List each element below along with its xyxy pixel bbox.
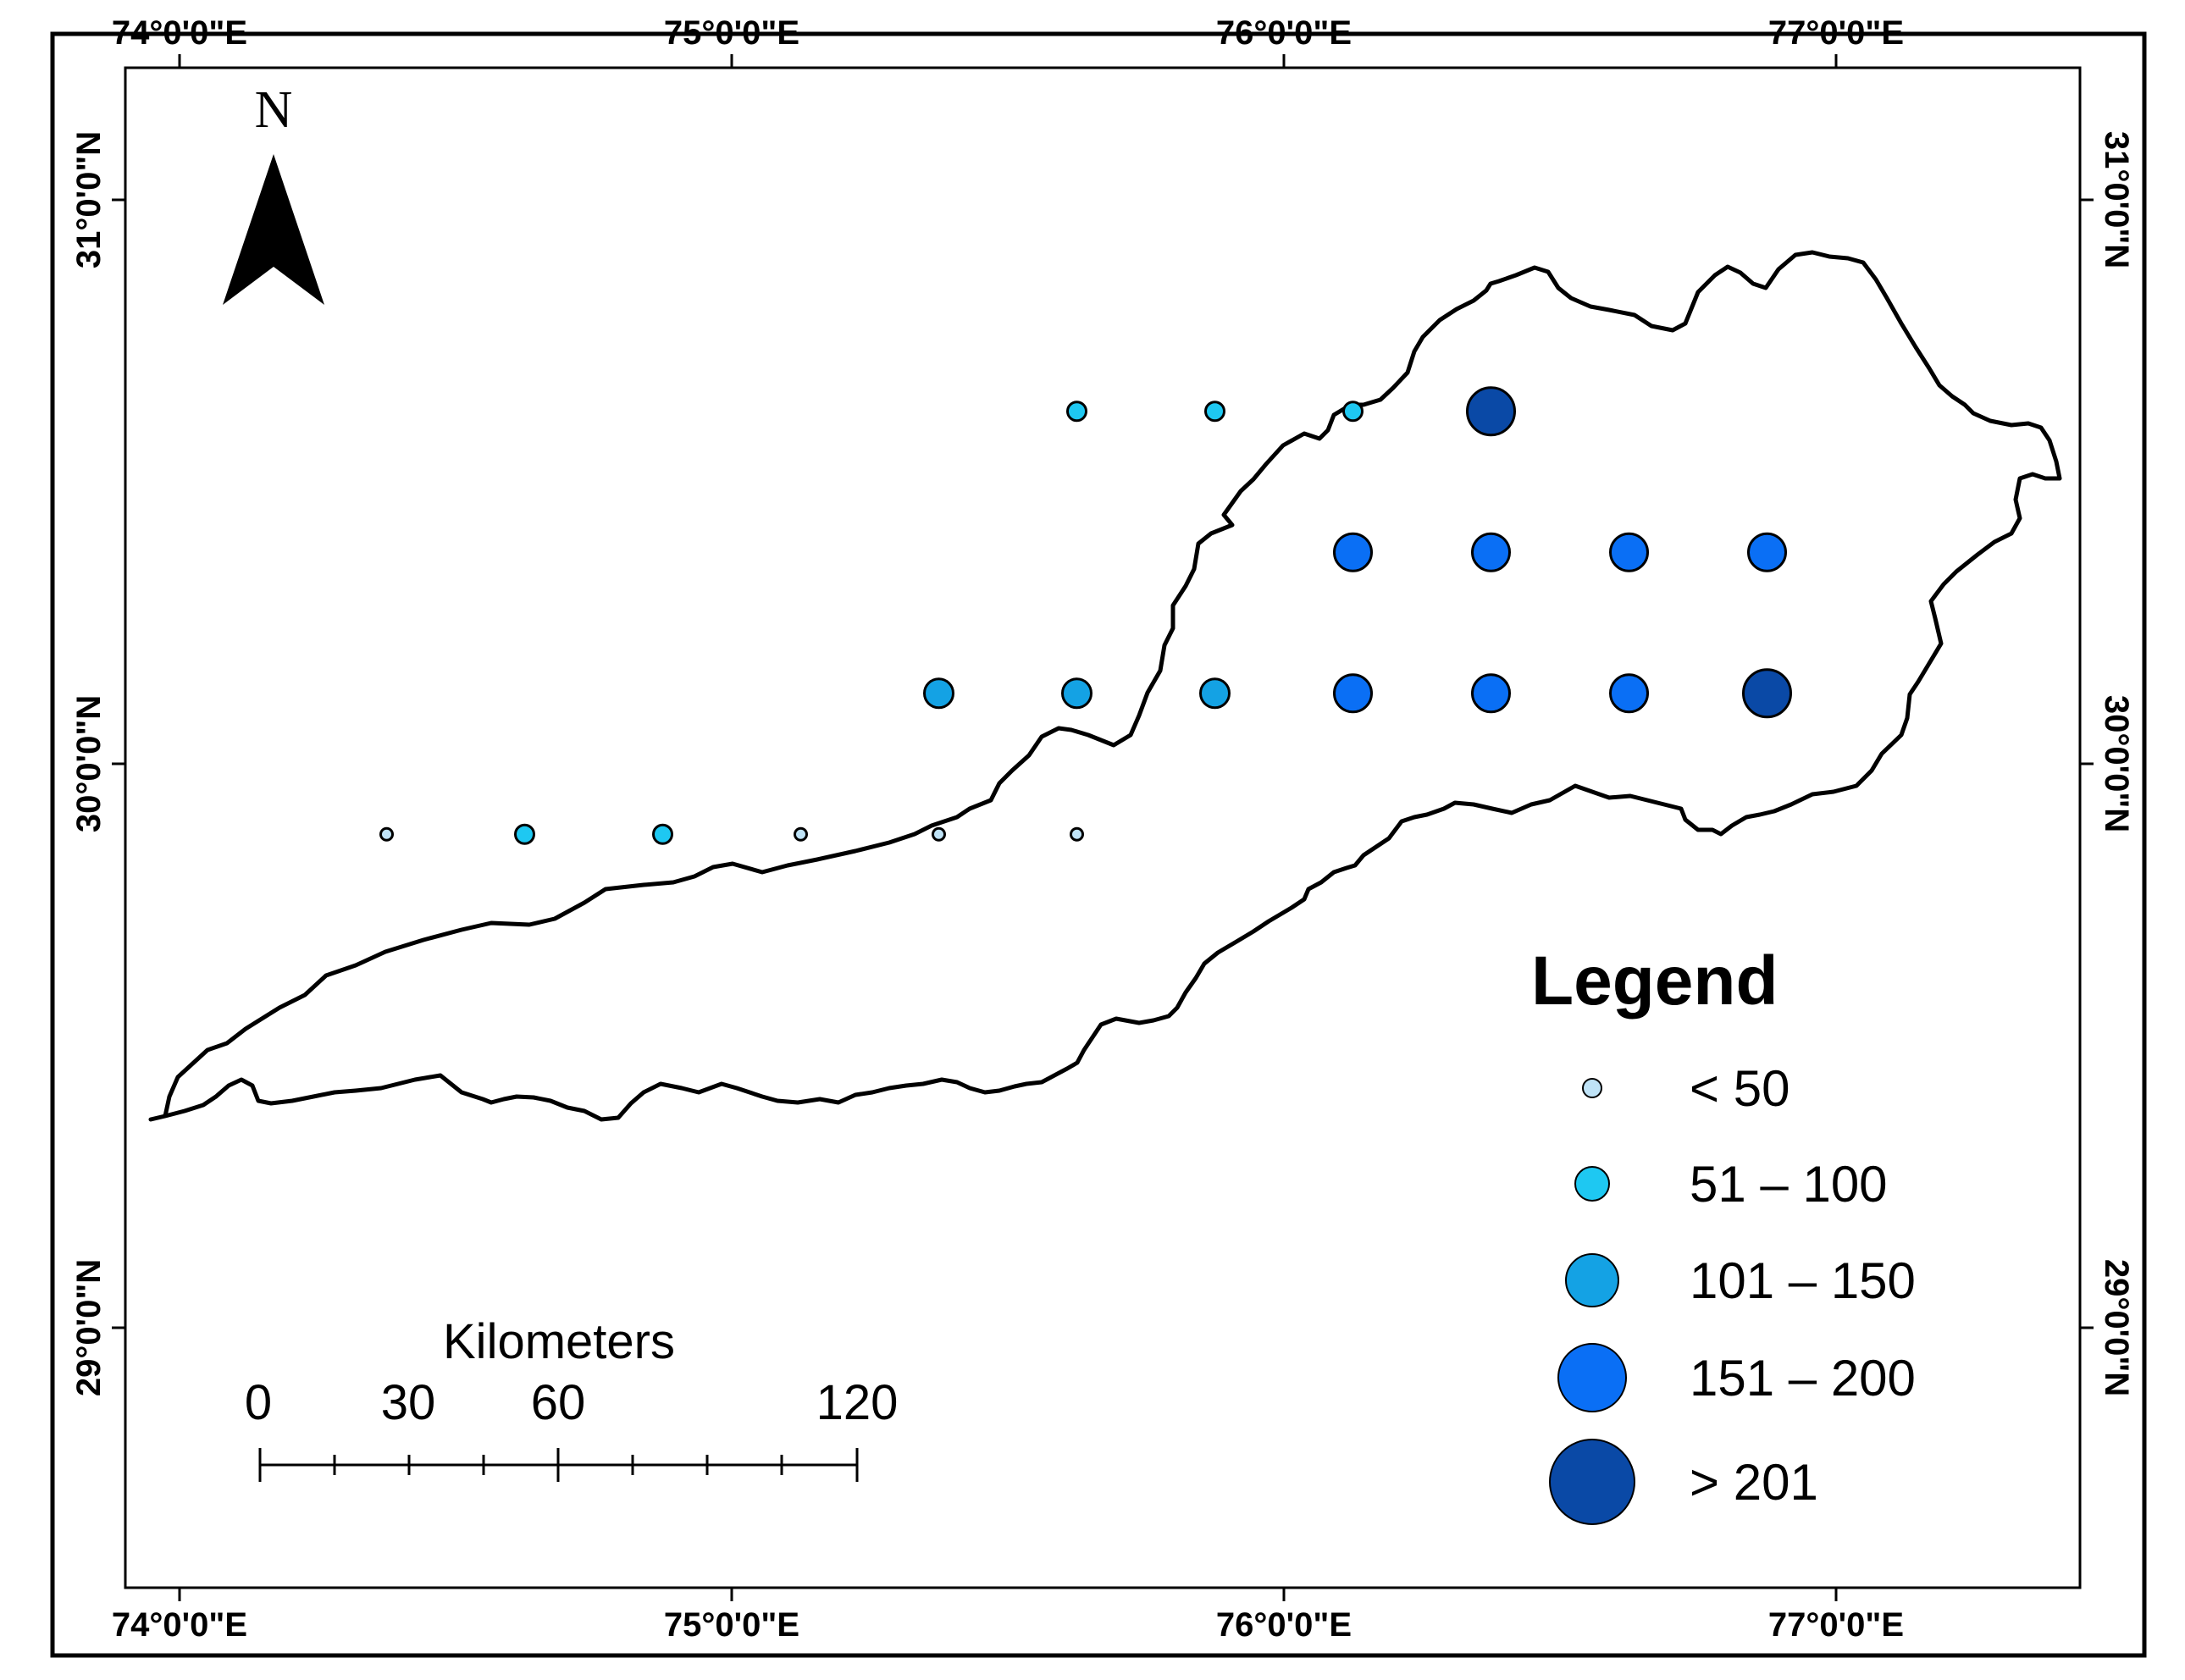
north-label: N bbox=[255, 81, 293, 139]
station-point bbox=[1742, 668, 1792, 719]
map-frame bbox=[124, 66, 2082, 1589]
station-point bbox=[1333, 532, 1373, 572]
station-point bbox=[1070, 826, 1084, 842]
legend-symbol bbox=[1565, 1253, 1619, 1307]
legend-label: 51 – 100 bbox=[1690, 1156, 1888, 1213]
legend: Legend < 50 51 – 100 101 – 150 151 – 200 > 2… bbox=[1531, 942, 1916, 1525]
legend-symbol bbox=[1557, 1343, 1627, 1412]
lon-label-bottom: 76°0'0"E bbox=[1216, 1606, 1352, 1644]
station-point bbox=[1471, 673, 1511, 714]
lon-label-top: 75°0'0"E bbox=[664, 14, 799, 52]
station-point bbox=[1342, 401, 1364, 423]
north-arrow-icon: N bbox=[223, 81, 324, 305]
station-point bbox=[379, 826, 394, 842]
scale-label: 60 bbox=[531, 1375, 586, 1430]
station-point bbox=[923, 677, 954, 710]
lon-label-bottom: 75°0'0"E bbox=[664, 1606, 799, 1644]
graticule: 74°0'0"E 75°0'0"E 76°0'0"E 77°0'0"E 74°0… bbox=[70, 14, 2135, 1644]
lon-label-bottom: 74°0'0"E bbox=[112, 1606, 247, 1644]
legend-title: Legend bbox=[1531, 942, 1778, 1020]
lat-label-right: 30°0'0"N bbox=[2098, 695, 2135, 832]
station-point bbox=[1066, 401, 1087, 423]
scale-label: 120 bbox=[816, 1375, 899, 1430]
lat-label-right: 31°0'0"N bbox=[2098, 131, 2135, 268]
station-point bbox=[652, 823, 673, 845]
legend-symbol bbox=[1582, 1078, 1602, 1098]
outer-frame bbox=[50, 31, 2147, 1658]
station-point bbox=[932, 826, 946, 842]
station-point bbox=[1471, 532, 1511, 572]
lon-label-top: 77°0'0"E bbox=[1768, 14, 1904, 52]
legend-label: 101 – 150 bbox=[1690, 1252, 1916, 1309]
scale-label: 30 bbox=[381, 1375, 436, 1430]
lat-label-left: 30°0'0"N bbox=[70, 695, 108, 832]
station-point bbox=[1466, 386, 1516, 437]
scale-label: 0 bbox=[245, 1375, 272, 1430]
station-point bbox=[1333, 673, 1373, 714]
station-points bbox=[379, 386, 1792, 845]
basin-boundary bbox=[148, 250, 2062, 1122]
lon-label-top: 74°0'0"E bbox=[112, 14, 247, 52]
station-point bbox=[1204, 401, 1225, 423]
lon-label-bottom: 77°0'0"E bbox=[1768, 1606, 1904, 1644]
station-point bbox=[794, 826, 808, 842]
station-point bbox=[1609, 532, 1649, 572]
lon-label-top: 76°0'0"E bbox=[1216, 14, 1352, 52]
scale-title: Kilometers bbox=[443, 1314, 675, 1369]
legend-label: 151 – 200 bbox=[1690, 1350, 1916, 1406]
legend-symbol bbox=[1574, 1166, 1610, 1202]
station-point bbox=[1199, 677, 1231, 710]
legend-symbol bbox=[1549, 1439, 1635, 1525]
scale-bar: Kilometers 0 30 60 120 bbox=[245, 1314, 899, 1482]
station-point bbox=[1061, 677, 1092, 710]
lat-label-right: 29°0'0"N bbox=[2098, 1259, 2135, 1396]
lat-label-left: 31°0'0"N bbox=[70, 131, 108, 268]
legend-label: > 201 bbox=[1690, 1454, 1818, 1511]
lat-label-left: 29°0'0"N bbox=[70, 1259, 108, 1396]
station-point bbox=[514, 823, 535, 845]
legend-label: < 50 bbox=[1690, 1060, 1789, 1117]
station-point bbox=[1747, 532, 1787, 572]
station-point bbox=[1609, 673, 1649, 714]
